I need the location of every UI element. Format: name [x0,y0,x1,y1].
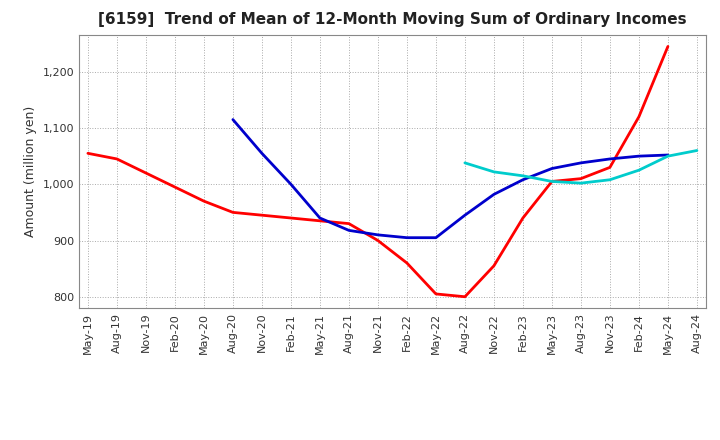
3 Years [84,150,92,156]
5 Years [374,232,382,238]
5 Years [490,192,498,197]
3 Years [431,291,440,297]
7 Years [634,168,643,173]
5 Years [228,117,237,122]
7 Years [606,177,614,183]
3 Years [664,44,672,49]
7 Years [664,154,672,159]
3 Years [345,221,354,226]
7 Years [693,148,701,153]
3 Years [315,218,324,224]
7 Years [461,160,469,165]
3 Years [548,179,557,184]
5 Years [402,235,411,240]
3 Years [374,238,382,243]
Line: 3 Years: 3 Years [88,47,668,297]
7 Years [548,179,557,184]
5 Years [606,156,614,161]
5 Years [518,177,527,183]
5 Years [634,154,643,159]
7 Years [518,173,527,179]
3 Years [490,263,498,268]
3 Years [518,215,527,220]
3 Years [402,260,411,266]
7 Years [577,180,585,186]
Y-axis label: Amount (million yen): Amount (million yen) [24,106,37,237]
3 Years [461,294,469,299]
3 Years [171,184,179,190]
5 Years [461,213,469,218]
5 Years [315,215,324,220]
3 Years [287,215,295,220]
5 Years [431,235,440,240]
Line: 5 Years: 5 Years [233,120,668,238]
Title: [6159]  Trend of Mean of 12-Month Moving Sum of Ordinary Incomes: [6159] Trend of Mean of 12-Month Moving … [98,12,687,27]
5 Years [287,182,295,187]
5 Years [345,228,354,233]
7 Years [490,169,498,175]
3 Years [634,114,643,119]
5 Years [577,160,585,165]
5 Years [664,152,672,158]
3 Years [228,210,237,215]
5 Years [258,150,266,156]
3 Years [142,170,150,176]
3 Years [199,198,208,204]
3 Years [258,213,266,218]
3 Years [606,165,614,170]
3 Years [577,176,585,181]
3 Years [112,156,121,161]
Line: 7 Years: 7 Years [465,150,697,183]
5 Years [548,166,557,171]
